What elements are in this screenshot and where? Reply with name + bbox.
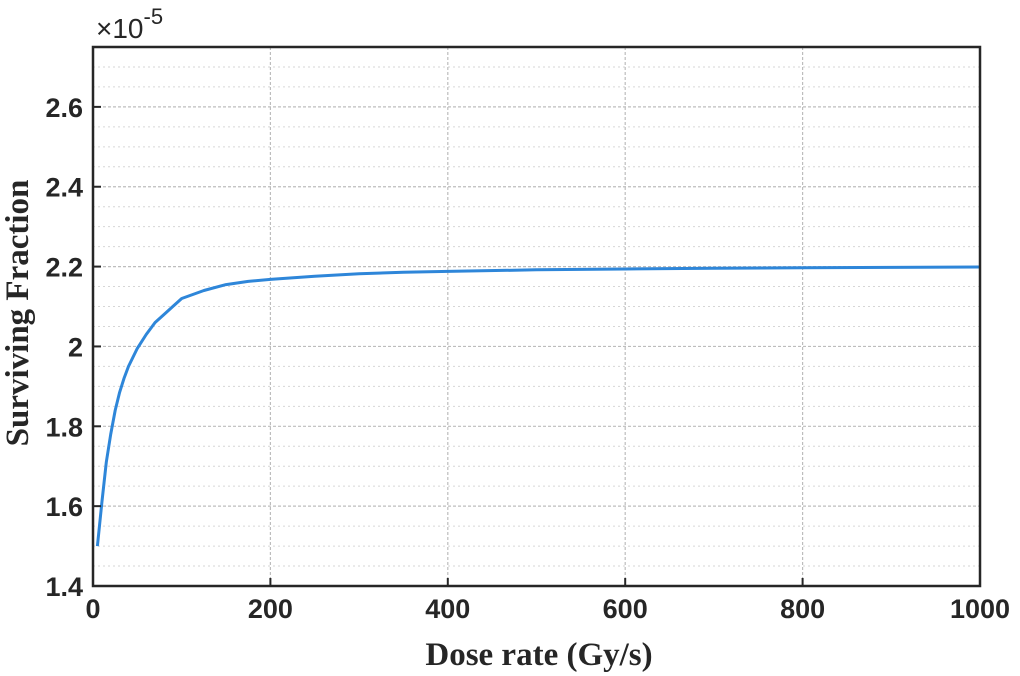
y-tick-label: 2	[68, 332, 83, 362]
y-tick-label: 1.4	[45, 572, 83, 602]
tick-labels: 0 200 400 600 800 1000 1.4 1.6 1.8 2 2.2 2.4 2.6	[45, 93, 1010, 624]
plot-frame	[91, 45, 982, 588]
y-tick-label: 1.8	[45, 412, 83, 442]
y-multiplier-exponent: -5	[144, 4, 164, 29]
x-axis-label: Dose rate (Gy/s)	[425, 637, 652, 673]
x-tick-label: 600	[603, 594, 648, 624]
y-tick-label: 2.6	[45, 93, 83, 123]
y-axis-label: Surviving Fraction	[0, 180, 36, 447]
y-axis-multiplier: ×10-5	[96, 4, 163, 44]
x-tick-label: 0	[85, 594, 100, 624]
y-multiplier-base: ×10	[96, 13, 144, 44]
x-tick-label: 1000	[950, 594, 1010, 624]
grid-lines	[93, 47, 980, 586]
x-tick-label: 800	[780, 594, 825, 624]
y-tick-label: 2.4	[45, 173, 83, 203]
y-tick-label: 2.2	[45, 253, 83, 283]
y-tick-label: 1.6	[45, 492, 83, 522]
x-tick-label: 400	[425, 594, 470, 624]
x-tick-label: 200	[248, 594, 293, 624]
series-layer	[95, 265, 981, 547]
series-line	[95, 265, 981, 547]
